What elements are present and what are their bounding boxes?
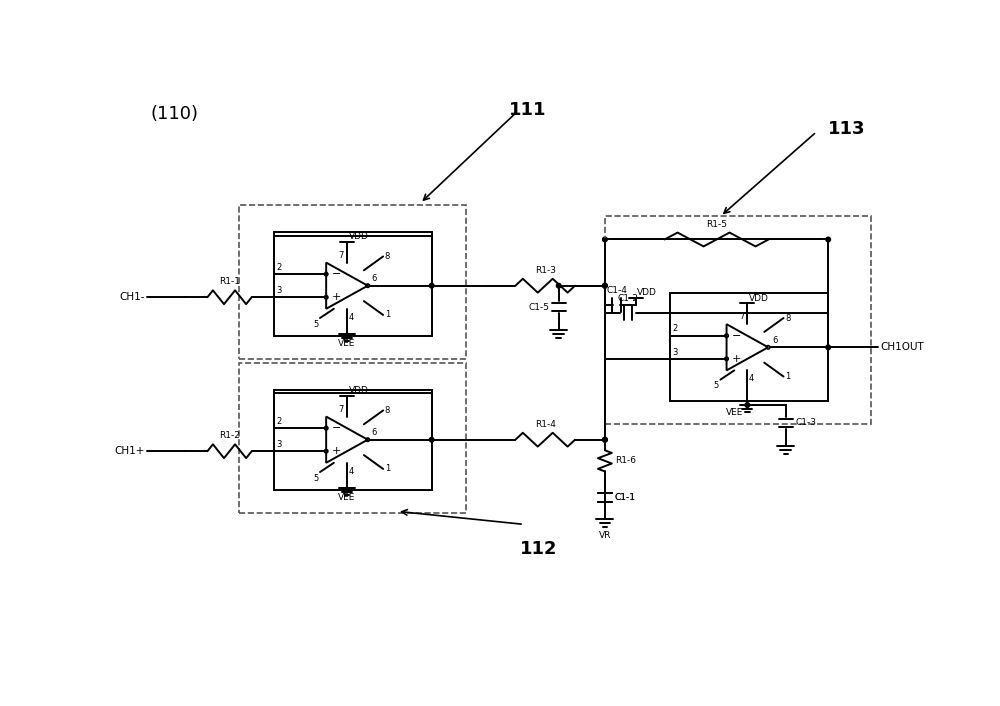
Text: 113: 113 (828, 120, 866, 138)
Circle shape (603, 438, 607, 442)
Text: 3: 3 (673, 347, 678, 357)
Bar (239, 205, 466, 359)
Text: VEE: VEE (338, 493, 356, 502)
Circle shape (603, 237, 607, 241)
Text: +: + (332, 446, 341, 456)
Text: +: + (732, 354, 741, 364)
Text: 6: 6 (372, 275, 377, 283)
Text: R1-5: R1-5 (706, 220, 727, 229)
Text: 7: 7 (338, 405, 344, 414)
Circle shape (603, 438, 607, 442)
Text: −: − (332, 269, 341, 279)
Text: R1-1: R1-1 (219, 277, 240, 287)
Text: C1-5: C1-5 (528, 303, 549, 312)
Text: 4: 4 (348, 467, 354, 476)
Text: C1-1: C1-1 (614, 493, 635, 502)
Circle shape (603, 283, 607, 288)
Text: +: + (332, 292, 341, 302)
Bar (239, 363, 466, 513)
Text: 5: 5 (714, 381, 719, 390)
Text: CH1OUT: CH1OUT (881, 342, 924, 352)
Circle shape (429, 438, 434, 442)
Circle shape (429, 283, 434, 288)
Text: 112: 112 (520, 540, 558, 558)
Text: 1: 1 (785, 372, 790, 381)
Text: 1: 1 (385, 311, 390, 319)
Text: VEE: VEE (726, 408, 744, 417)
Text: 2: 2 (276, 417, 281, 426)
Text: 2: 2 (276, 263, 281, 272)
Circle shape (826, 237, 831, 241)
Text: 8: 8 (385, 406, 390, 415)
Text: R1-4: R1-4 (535, 420, 556, 429)
Text: R1-6: R1-6 (615, 456, 636, 465)
Text: (110): (110) (151, 104, 199, 123)
Text: VDD: VDD (637, 288, 657, 297)
Text: 2: 2 (673, 325, 678, 333)
Circle shape (603, 283, 607, 288)
Text: 8: 8 (385, 252, 390, 261)
Text: 7: 7 (338, 251, 344, 260)
Bar (274, 390, 432, 490)
Text: 3: 3 (276, 286, 281, 295)
Text: VDD: VDD (749, 294, 769, 303)
Text: R1-3: R1-3 (535, 266, 556, 275)
Text: C1-2: C1-2 (618, 294, 638, 303)
Text: 1: 1 (385, 465, 390, 474)
Text: VEE: VEE (338, 339, 356, 348)
Text: CH1+: CH1+ (114, 446, 144, 456)
Circle shape (556, 283, 561, 288)
Text: 111: 111 (509, 101, 547, 119)
Text: 5: 5 (313, 320, 318, 328)
Text: 4: 4 (348, 313, 354, 322)
Text: 7: 7 (739, 312, 744, 321)
Text: 6: 6 (372, 429, 377, 438)
Text: VR: VR (599, 530, 611, 539)
Text: C1-1: C1-1 (614, 493, 635, 502)
Text: 5: 5 (313, 474, 318, 483)
Text: −: − (732, 330, 741, 341)
Circle shape (745, 402, 750, 407)
Bar (605, 217, 871, 424)
Text: C1-4: C1-4 (606, 286, 627, 295)
Text: VDD: VDD (348, 232, 368, 241)
Circle shape (826, 345, 831, 349)
Text: C1-3: C1-3 (795, 418, 816, 427)
Text: VDD: VDD (348, 386, 368, 395)
Text: 4: 4 (749, 374, 754, 383)
Text: 6: 6 (772, 336, 777, 345)
Text: −: − (332, 423, 341, 433)
Bar (670, 294, 828, 401)
Text: 3: 3 (276, 440, 281, 449)
Text: CH1-: CH1- (119, 292, 144, 302)
Bar (274, 232, 432, 336)
Text: R1-2: R1-2 (219, 431, 240, 441)
Text: 8: 8 (785, 313, 790, 323)
